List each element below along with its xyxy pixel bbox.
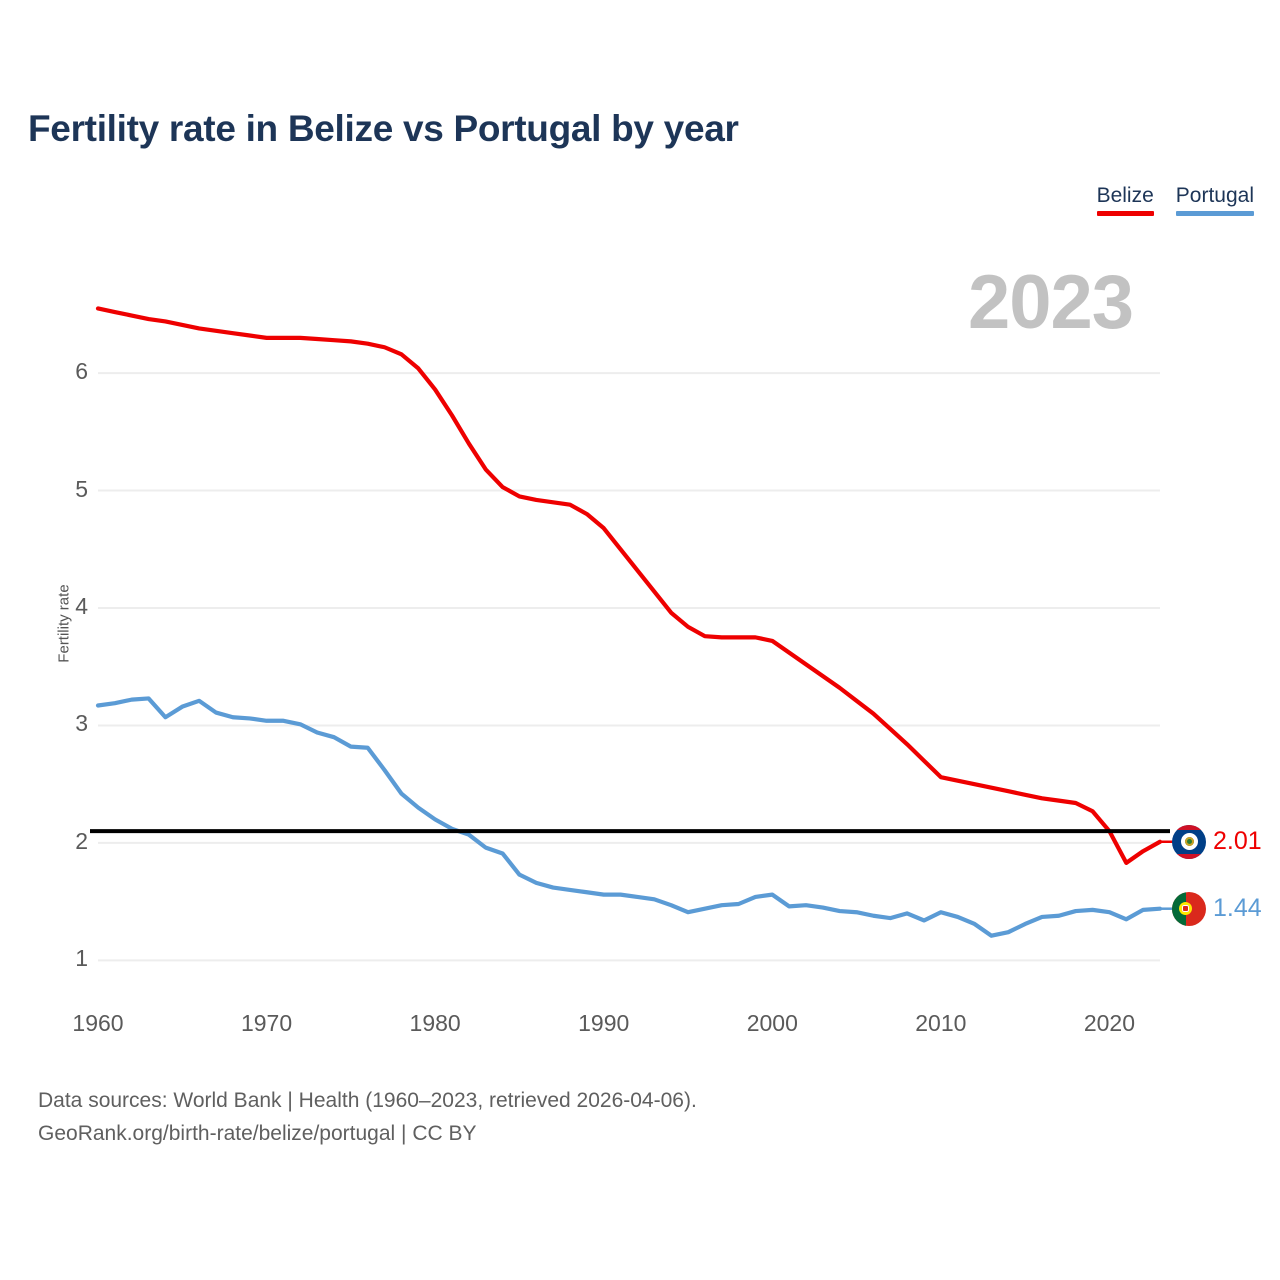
x-tick-label: 2000	[746, 1010, 798, 1036]
x-tick-label: 1980	[409, 1010, 461, 1036]
legend-label-belize: Belize	[1096, 184, 1154, 207]
footer: Data sources: World Bank | Health (1960–…	[38, 1085, 697, 1150]
end-value-belize: 2.01	[1213, 827, 1262, 856]
legend-swatch-belize	[1096, 211, 1154, 217]
x-tick-label: 2010	[915, 1010, 967, 1036]
x-axis-ticks: 1960 1970 1980 1990 2000 2010 2020	[0, 1012, 1280, 1052]
gridlines	[98, 372, 1160, 962]
series-line-belize	[95, 306, 1163, 865]
legend-swatch-portugal	[1175, 211, 1254, 217]
footer-data-sources: Data sources: World Bank | Health (1960–…	[38, 1089, 697, 1112]
y-tick-label: 6	[75, 358, 88, 385]
legend-label-portugal: Portugal	[1175, 184, 1254, 207]
y-tick-label: 2	[75, 827, 88, 854]
x-tick-label: 1990	[578, 1010, 630, 1036]
y-tick-label: 1	[75, 945, 88, 972]
y-tick-label: 4	[75, 593, 88, 619]
year-watermark: 2023	[968, 260, 1134, 345]
x-tick-label: 2020	[1083, 1010, 1136, 1036]
x-tick-label: 1970	[240, 1010, 293, 1036]
y-tick-label: 3	[75, 710, 88, 737]
page-title: Fertility rate in Belize vs Portugal by …	[28, 108, 739, 149]
chart-legend: Belize Portugal	[1096, 184, 1254, 217]
portugal-flag-icon	[1172, 891, 1206, 926]
y-tick-label: 5	[75, 475, 88, 502]
end-value-portugal: 1.44	[1213, 894, 1262, 923]
end-marker-portugal[interactable]: 1.44	[1172, 891, 1262, 926]
x-tick-label: 1960	[72, 1010, 124, 1036]
belize-flag-icon	[1172, 824, 1206, 859]
end-marker-belize[interactable]: 2.01	[1172, 824, 1262, 859]
legend-item-belize[interactable]: Belize	[1096, 184, 1154, 217]
legend-item-portugal[interactable]: Portugal	[1175, 184, 1254, 217]
y-axis-ticks: 1 2 3 4 5 6	[38, 0, 88, 1280]
footer-attribution: GeoRank.org/birth-rate/belize/portugal |…	[38, 1121, 477, 1145]
series-line-portugal	[95, 696, 1163, 938]
